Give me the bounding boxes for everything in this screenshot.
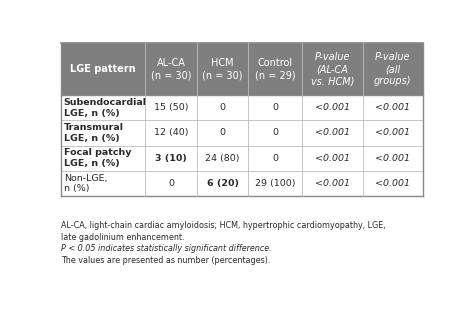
Bar [363,43,423,95]
Text: 24 (80): 24 (80) [205,154,240,163]
Bar [363,171,423,196]
Text: AL-CA
(n = 30): AL-CA (n = 30) [151,58,191,80]
Bar [145,43,197,95]
Text: LGE pattern: LGE pattern [70,64,136,74]
Bar [302,145,363,171]
Text: <0.001: <0.001 [375,154,410,163]
Bar [302,95,363,120]
Bar [61,95,145,120]
Text: 0: 0 [219,103,226,112]
Text: 0: 0 [272,129,278,137]
Bar [248,43,302,95]
Text: Transmural
LGE, n (%): Transmural LGE, n (%) [64,123,124,143]
Text: Non-LGE,
n (%): Non-LGE, n (%) [64,173,107,193]
Text: <0.001: <0.001 [315,129,350,137]
Text: Subendocardial
LGE, n (%): Subendocardial LGE, n (%) [64,98,146,118]
Bar [145,171,197,196]
Text: P-value
(AL-CA
vs. HCM): P-value (AL-CA vs. HCM) [311,52,354,86]
Bar [145,145,197,171]
Bar [363,120,423,145]
Text: 29 (100): 29 (100) [255,179,295,188]
Text: <0.001: <0.001 [375,179,410,188]
Bar [61,171,145,196]
Text: <0.001: <0.001 [315,154,350,163]
Text: 0: 0 [219,129,226,137]
Text: <0.001: <0.001 [375,103,410,112]
Text: AL-CA, light-chain cardiac amyloidosis; HCM, hypertrophic cardiomyopathy, LGE,: AL-CA, light-chain cardiac amyloidosis; … [61,221,386,230]
Bar [248,145,302,171]
Text: <0.001: <0.001 [375,129,410,137]
Bar [61,120,145,145]
Text: 3 (10): 3 (10) [155,154,187,163]
Text: P-value
(all
groups): P-value (all groups) [374,52,411,86]
Bar [248,171,302,196]
Text: HCM
(n = 30): HCM (n = 30) [202,58,243,80]
Text: Control
(n = 29): Control (n = 29) [255,58,295,80]
Text: <0.001: <0.001 [315,103,350,112]
Bar [197,43,248,95]
Bar [61,43,145,95]
Text: <0.001: <0.001 [315,179,350,188]
Bar [61,145,145,171]
Bar [363,95,423,120]
Bar [197,120,248,145]
Text: 0: 0 [168,179,174,188]
Text: 6 (20): 6 (20) [207,179,238,188]
Text: 15 (50): 15 (50) [154,103,188,112]
Text: The values are presented as number (percentages).: The values are presented as number (perc… [61,256,271,265]
Bar [248,95,302,120]
Bar [302,171,363,196]
Text: 0: 0 [272,154,278,163]
Bar [197,95,248,120]
Bar [145,120,197,145]
Bar [302,43,363,95]
Bar [302,120,363,145]
Text: late gadolinium enhancement.: late gadolinium enhancement. [61,233,184,242]
Text: Focal patchy
LGE, n (%): Focal patchy LGE, n (%) [64,148,131,168]
Text: 0: 0 [272,103,278,112]
Bar [145,95,197,120]
Bar [197,171,248,196]
Text: P < 0.05 indicates statistically significant difference.: P < 0.05 indicates statistically signifi… [61,244,272,253]
Text: 12 (40): 12 (40) [154,129,188,137]
Bar [197,145,248,171]
Bar [363,145,423,171]
Bar [248,120,302,145]
